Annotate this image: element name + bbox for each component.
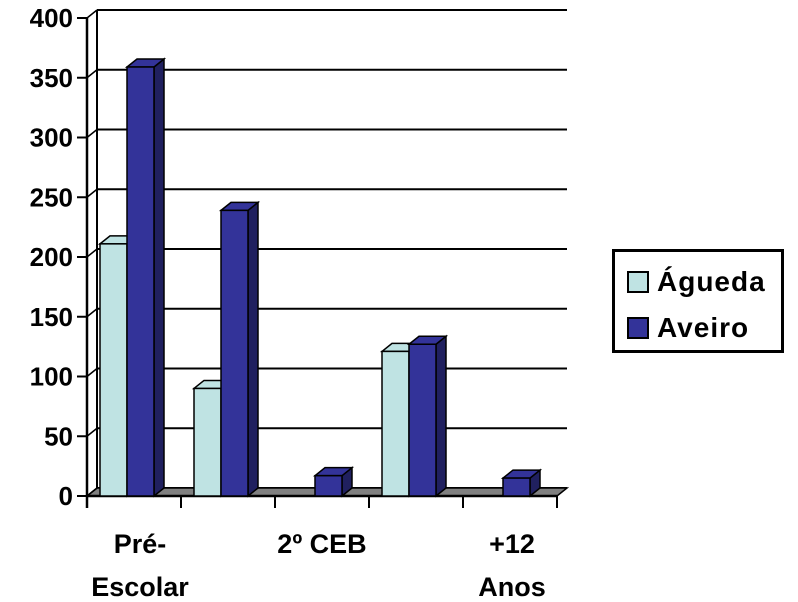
bar-agueda <box>99 243 128 497</box>
y-tick-label: 250 <box>30 182 73 212</box>
y-tick-label: 300 <box>30 123 73 153</box>
x-category-label: Anos <box>478 572 546 602</box>
bar-side <box>435 334 447 498</box>
bar-side <box>247 200 259 498</box>
legend-swatch-aveiro <box>627 317 649 339</box>
y-tick-label: 100 <box>30 362 73 392</box>
bar-aveiro <box>126 66 155 497</box>
y-tick-label: 350 <box>30 63 73 93</box>
y-tick-connector <box>86 308 98 318</box>
bar-aveiro <box>408 343 437 497</box>
y-tick-label: 200 <box>30 242 73 272</box>
x-category-label: 2º CEB <box>277 529 366 559</box>
y-tick-label: 400 <box>30 3 73 33</box>
y-tick-connector <box>86 367 98 378</box>
y-tick-connector <box>86 188 98 198</box>
y-tick-connector <box>86 427 98 437</box>
legend-swatch-agueda <box>627 271 649 293</box>
y-tick-connector <box>86 128 98 139</box>
legend-item-agueda: Águeda <box>627 266 766 298</box>
bar-aveiro <box>314 474 343 497</box>
bar-aveiro <box>220 209 249 497</box>
y-tick-connector <box>86 9 98 19</box>
legend: Águeda Aveiro <box>612 249 784 353</box>
y-tick-label: 0 <box>59 481 73 511</box>
bar-aveiro <box>502 477 531 497</box>
y-tick-connector <box>86 248 98 258</box>
bar-side <box>153 57 165 498</box>
bar-agueda <box>381 350 410 497</box>
legend-label-agueda: Águeda <box>657 266 766 297</box>
legend-item-aveiro: Aveiro <box>627 312 749 344</box>
x-category-label: +12 <box>489 529 535 559</box>
y-tick-label: 50 <box>44 421 73 451</box>
y-tick-label: 150 <box>30 302 73 332</box>
y-tick-connector <box>86 487 98 497</box>
x-category-label: Pré- <box>114 529 167 559</box>
y-tick-connector <box>86 69 98 79</box>
bar-agueda <box>193 387 222 497</box>
legend-label-aveiro: Aveiro <box>657 312 750 343</box>
x-category-label: Escolar <box>91 572 189 602</box>
